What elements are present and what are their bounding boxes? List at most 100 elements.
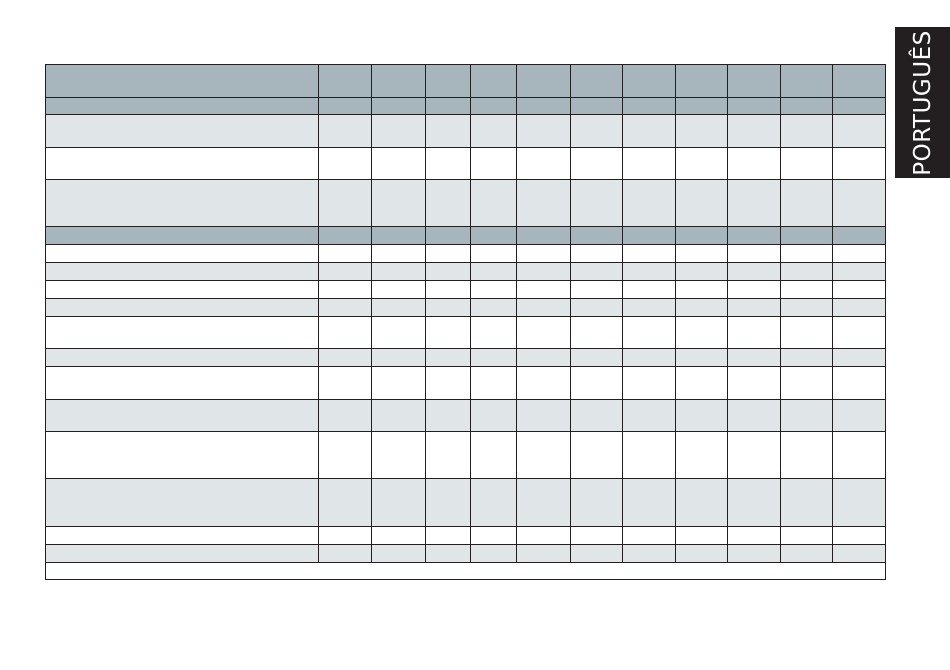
table-cell	[516, 298, 571, 317]
table-cell	[470, 97, 517, 115]
row-label-cell	[45, 544, 319, 563]
table-cell	[832, 147, 886, 180]
table-cell	[622, 298, 676, 317]
table-cell	[727, 147, 781, 180]
table-cell	[570, 526, 623, 545]
table-cell	[371, 244, 426, 263]
table-cell	[371, 114, 426, 148]
table-cell	[780, 147, 833, 180]
table-cell	[727, 544, 781, 563]
table-cell	[622, 147, 676, 180]
table-cell	[832, 366, 886, 400]
table-cell	[622, 280, 676, 299]
table-cell	[727, 262, 781, 281]
table-row	[45, 544, 886, 563]
row-label-cell	[45, 179, 319, 227]
table-cell	[318, 179, 372, 227]
table-cell	[570, 431, 623, 479]
table-cell	[832, 478, 886, 527]
table-cell	[832, 298, 886, 317]
table-cell	[425, 366, 471, 400]
table-cell	[371, 316, 426, 349]
table-cell	[516, 262, 571, 281]
table-cell	[832, 348, 886, 367]
table-cell	[371, 226, 426, 245]
table-cell	[675, 431, 728, 479]
table-cell	[832, 431, 886, 479]
table-footer-cell	[45, 562, 886, 580]
table-cell	[570, 544, 623, 563]
table-row	[45, 399, 886, 432]
table-cell	[570, 478, 623, 527]
table-cell	[622, 478, 676, 527]
table-cell	[780, 114, 833, 148]
table-cell	[516, 316, 571, 349]
table-cell	[470, 147, 517, 180]
table-cell	[832, 226, 886, 245]
table-cell	[371, 298, 426, 317]
table-cell	[675, 399, 728, 432]
table-cell	[318, 147, 372, 180]
language-tab: PORTUGUÊS	[895, 27, 950, 178]
table-cell	[425, 64, 471, 98]
table-cell	[371, 280, 426, 299]
table-cell	[622, 544, 676, 563]
table-row	[45, 298, 886, 317]
row-label-cell	[45, 298, 319, 317]
table-cell	[570, 348, 623, 367]
table-cell	[516, 114, 571, 148]
table-cell	[727, 97, 781, 115]
table-cell	[371, 147, 426, 180]
table-cell	[622, 316, 676, 349]
table-cell	[371, 366, 426, 400]
row-label-cell	[45, 399, 319, 432]
table-cell	[780, 280, 833, 299]
row-label-cell	[45, 478, 319, 527]
table-cell	[318, 399, 372, 432]
table-cell	[780, 478, 833, 527]
table-cell	[470, 478, 517, 527]
table-cell	[318, 431, 372, 479]
table-row	[45, 244, 886, 263]
table-cell	[371, 348, 426, 367]
table-cell	[425, 97, 471, 115]
table-cell	[675, 64, 728, 98]
language-tab-label: PORTUGUÊS	[909, 29, 936, 176]
table-cell	[371, 399, 426, 432]
table-cell	[425, 244, 471, 263]
table-cell	[470, 244, 517, 263]
table-cell	[516, 226, 571, 245]
row-label-cell	[45, 316, 319, 349]
table-cell	[470, 399, 517, 432]
row-label-cell	[45, 147, 319, 180]
table-cell	[622, 526, 676, 545]
table-cell	[727, 348, 781, 367]
table-cell	[727, 366, 781, 400]
table-cell	[780, 431, 833, 479]
row-label-cell	[45, 280, 319, 299]
table-cell	[727, 526, 781, 545]
table-cell	[675, 526, 728, 545]
table-cell	[371, 64, 426, 98]
table-cell	[780, 226, 833, 245]
table-cell	[675, 544, 728, 563]
table-cell	[470, 431, 517, 479]
row-label-cell	[45, 97, 319, 115]
table-row	[45, 114, 886, 148]
table-cell	[516, 147, 571, 180]
table-cell	[470, 280, 517, 299]
table-cell	[425, 262, 471, 281]
table-cell	[516, 526, 571, 545]
table-cell	[516, 431, 571, 479]
table-cell	[622, 399, 676, 432]
table-cell	[832, 179, 886, 227]
table-cell	[622, 179, 676, 227]
table-row	[45, 478, 886, 527]
row-label-cell	[45, 64, 319, 98]
table-cell	[780, 544, 833, 563]
table-cell	[832, 280, 886, 299]
table-cell	[516, 97, 571, 115]
table-cell	[622, 226, 676, 245]
table-cell	[318, 348, 372, 367]
table-cell	[318, 64, 372, 98]
